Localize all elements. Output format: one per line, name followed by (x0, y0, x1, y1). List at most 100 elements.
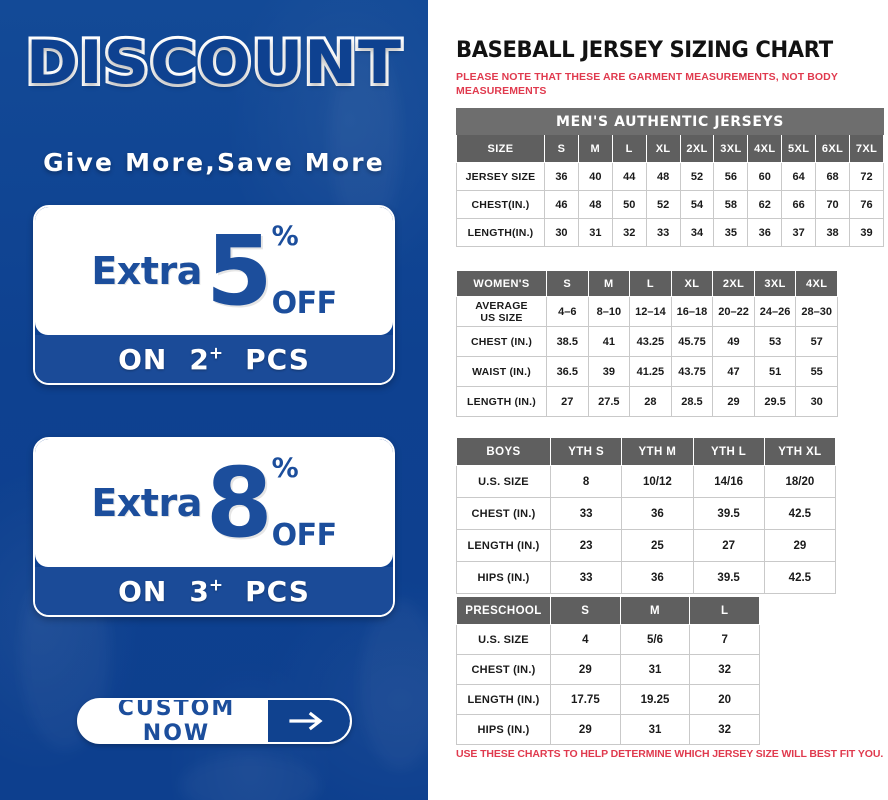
cell: 18/20 (763, 465, 837, 498)
cell: 66 (781, 190, 817, 219)
offer-quantity-number: 3 (189, 574, 209, 608)
womens-sizing-table: WOMEN'S S M L XL 2XL 3XL 4XL AVERAGE US S… (456, 270, 838, 417)
offer-quantity: 3+ (189, 575, 223, 608)
texture-streak (360, 600, 428, 770)
mens-col-header: M (577, 134, 613, 163)
offer-condition-band: ON 3+ PCS (35, 567, 393, 615)
row-label-line1: AVERAGE (475, 299, 528, 312)
cell: 39 (849, 218, 884, 247)
offer-card-5-percent[interactable]: Extra 5 % OFF ON 2+ PCS (33, 205, 395, 385)
row-label: AVERAGE US SIZE (456, 296, 547, 327)
cell: 12–14 (629, 296, 672, 327)
cell: 45.75 (670, 326, 714, 357)
cell: 27.5 (587, 386, 631, 417)
cell: 29 (550, 714, 621, 745)
cell: 32 (611, 218, 647, 247)
cell: 14/16 (692, 465, 765, 498)
table-row: AVERAGE US SIZE 4–6 8–10 12–14 16–18 20–2… (456, 296, 838, 327)
cell: 51 (753, 356, 797, 387)
cell: 29 (550, 654, 621, 685)
boys-col-header: YTH XL (763, 437, 837, 466)
cell: 19.25 (619, 684, 691, 715)
table-row: CHEST (IN.) 29 31 32 (456, 654, 760, 685)
cell: 72 (849, 162, 884, 191)
offer-pcs-label: PCS (245, 574, 310, 608)
offer-extra-label: Extra (91, 481, 202, 525)
table-header-row: PRESCHOOL S M L (456, 596, 760, 625)
cell: 62 (747, 190, 783, 219)
cell: 36 (621, 561, 694, 594)
mens-col-header: XL (645, 134, 681, 163)
mens-col-header: S (544, 134, 579, 163)
discount-promo-panel: DISCOUNT Give More,Save More Extra 5 % O… (0, 0, 428, 800)
row-label-line2: US SIZE (480, 311, 523, 324)
cell: 40 (577, 162, 613, 191)
custom-now-label: CUSTOM NOW (117, 698, 236, 744)
row-label: WAIST (IN.) (456, 356, 547, 387)
cell: 31 (619, 654, 691, 685)
table-band-row: MEN'S AUTHENTIC JERSEYS (456, 108, 884, 135)
cell: 36 (621, 497, 694, 530)
offer-percent-off-group: % OFF (271, 455, 338, 553)
preschool-col-header: M (619, 596, 691, 625)
cell: 60 (747, 162, 783, 191)
table-row: LENGTH (IN.) 23 25 27 29 (456, 529, 837, 562)
table-row: HIPS (IN.) 29 31 32 (456, 714, 760, 745)
offer-headline: Extra 8 % OFF (35, 439, 393, 567)
mens-table-title: MEN'S AUTHENTIC JERSEYS (456, 108, 884, 135)
offer-off-label: OFF (271, 286, 338, 321)
cell: 44 (611, 162, 647, 191)
cell: 33 (549, 561, 623, 594)
texture-streak (180, 755, 320, 800)
cell: 4 (550, 624, 621, 655)
womens-col-header: 2XL (712, 270, 755, 297)
table-row: LENGTH (IN.) 27 27.5 28 28.5 29 29.5 30 (456, 386, 838, 417)
chart-title: BASEBALL JERSEY SIZING CHART (456, 38, 833, 63)
table-row: U.S. SIZE 8 10/12 14/16 18/20 (456, 465, 837, 498)
cell: 29.5 (753, 386, 797, 417)
cell: 27 (546, 386, 589, 417)
cell: 41.25 (629, 356, 672, 387)
offer-card-8-percent[interactable]: Extra 8 % OFF ON 3+ PCS (33, 437, 395, 617)
mens-col-header: 7XL (849, 134, 884, 163)
offer-percent-symbol: % (271, 221, 299, 252)
boys-col-header: YTH M (621, 437, 694, 466)
cell: 42.5 (763, 561, 837, 594)
row-label: CHEST (IN.) (456, 654, 551, 685)
cell: 68 (815, 162, 851, 191)
cell: 39.5 (692, 497, 765, 530)
custom-now-button[interactable]: CUSTOM NOW (77, 698, 352, 744)
row-label: LENGTH (IN.) (456, 529, 551, 562)
cell: 16–18 (670, 296, 714, 327)
cell: 39.5 (692, 561, 765, 594)
arrow-right-icon (268, 700, 350, 742)
offer-on-label: ON (118, 574, 168, 608)
row-label: HIPS (IN.) (456, 561, 551, 594)
table-row: CHEST(IN.) 46 48 50 52 54 58 62 66 70 76 (456, 190, 884, 219)
offer-quantity-plus: + (208, 575, 224, 596)
table-row: CHEST (IN.) 38.5 41 43.25 45.75 49 53 57 (456, 326, 838, 357)
offer-amount: 8 (205, 447, 273, 559)
cell: 43.25 (629, 326, 672, 357)
womens-col-header: L (629, 270, 672, 297)
row-label: CHEST(IN.) (456, 190, 545, 219)
cell: 28 (629, 386, 672, 417)
table-header-row: WOMEN'S S M L XL 2XL 3XL 4XL (456, 270, 838, 297)
mens-col-header: 2XL (679, 134, 715, 163)
womens-col-header: 4XL (795, 270, 838, 297)
cell: 38 (815, 218, 851, 247)
table-header-row: BOYS YTH S YTH M YTH L YTH XL (456, 437, 837, 466)
preschool-col-header: S (550, 596, 621, 625)
boys-sizing-table: BOYS YTH S YTH M YTH L YTH XL U.S. SIZE … (456, 437, 837, 594)
womens-corner-label: WOMEN'S (456, 270, 547, 297)
womens-col-header: M (587, 270, 631, 297)
cell: 49 (712, 326, 755, 357)
cell: 32 (689, 714, 760, 745)
offer-extra-label: Extra (91, 249, 202, 293)
womens-col-header: XL (670, 270, 714, 297)
offer-off-label: OFF (271, 518, 338, 553)
preschool-sizing-table: PRESCHOOL S M L U.S. SIZE 4 5/6 7 CHEST … (456, 596, 760, 745)
cell: 47 (712, 356, 755, 387)
mens-col-header: 6XL (815, 134, 851, 163)
